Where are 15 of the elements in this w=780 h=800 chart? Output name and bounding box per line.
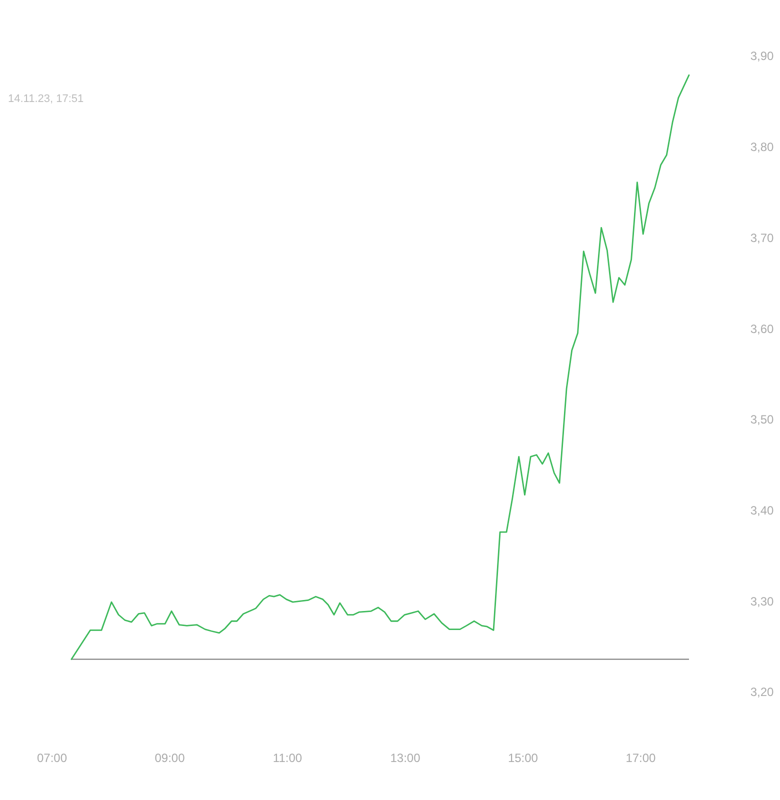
x-tick-label: 13:00 (390, 751, 421, 765)
y-tick-label: 3,90 (750, 49, 774, 64)
y-tick-label: 3,80 (750, 140, 774, 154)
x-tick-label: 17:00 (626, 751, 656, 765)
x-tick-label: 09:00 (154, 751, 186, 765)
x-tick-label: 07:00 (36, 751, 68, 765)
y-tick-label: 3,50 (750, 412, 774, 427)
y-tick-label: 3,70 (750, 230, 774, 245)
x-tick-label: 15:00 (508, 751, 538, 765)
y-tick-label: 3,30 (750, 594, 774, 608)
x-tick-label: 11:00 (272, 751, 302, 765)
text: 14.11.23, 17:51 (8, 93, 84, 105)
y-tick-label: 3,60 (750, 322, 774, 336)
y-tick-label: 3,20 (750, 685, 774, 700)
y-tick-label: 3,40 (750, 503, 774, 518)
